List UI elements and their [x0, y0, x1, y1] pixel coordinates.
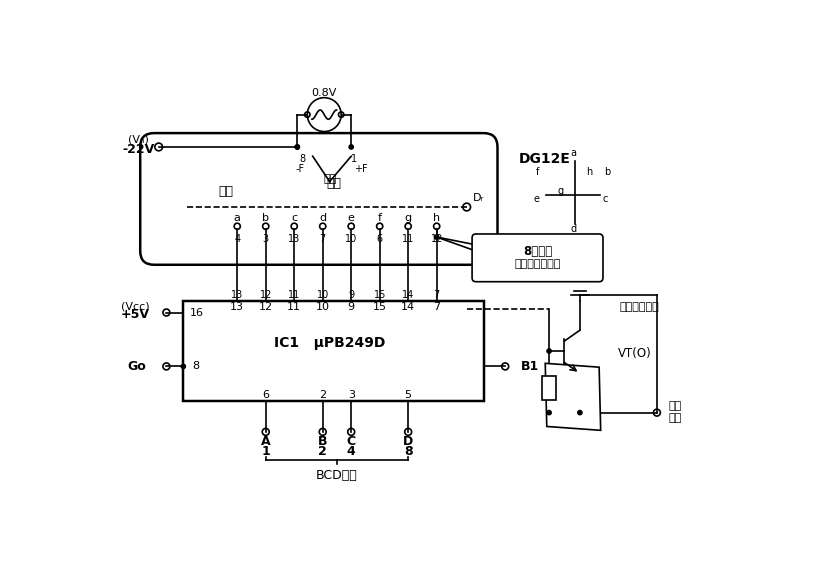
Circle shape — [578, 410, 582, 415]
Text: 14: 14 — [401, 302, 415, 312]
Text: 8个阳极: 8个阳极 — [523, 245, 552, 258]
Text: 15: 15 — [373, 302, 387, 312]
Text: BCD输入: BCD输入 — [316, 469, 358, 482]
Circle shape — [295, 145, 299, 149]
Text: 10: 10 — [316, 302, 329, 312]
Text: 11: 11 — [288, 290, 300, 300]
Text: 输出: 输出 — [668, 402, 681, 412]
Text: 9: 9 — [348, 302, 354, 312]
Text: 3: 3 — [263, 234, 269, 244]
Text: 13: 13 — [231, 290, 244, 300]
Text: 6: 6 — [377, 234, 383, 244]
Text: 11: 11 — [287, 302, 301, 312]
Text: e: e — [348, 213, 354, 223]
Circle shape — [349, 145, 354, 149]
Text: 12: 12 — [430, 234, 443, 244]
Text: 4: 4 — [234, 234, 240, 244]
Text: 7: 7 — [433, 302, 440, 312]
Text: C: C — [347, 436, 356, 448]
Text: 2: 2 — [319, 445, 327, 458]
Text: (Vᴄᴄ): (Vᴄᴄ) — [121, 301, 150, 311]
Text: Dᵣ: Dᵣ — [474, 193, 485, 203]
Text: c: c — [603, 194, 608, 204]
Text: 栅极: 栅极 — [219, 185, 234, 198]
Text: g: g — [558, 186, 564, 196]
Text: 6: 6 — [262, 390, 269, 400]
Text: 8: 8 — [404, 445, 413, 458]
Circle shape — [547, 349, 551, 353]
Text: 阴极: 阴极 — [323, 174, 336, 184]
Text: 0.8V: 0.8V — [312, 88, 337, 98]
FancyBboxPatch shape — [140, 133, 498, 265]
Text: 15: 15 — [374, 290, 386, 300]
Circle shape — [547, 410, 551, 415]
Text: 4: 4 — [347, 445, 355, 458]
Text: Go: Go — [128, 360, 147, 373]
Text: 输出等效电路: 输出等效电路 — [620, 302, 660, 312]
Text: (Vₙ): (Vₙ) — [128, 134, 149, 144]
Text: c: c — [291, 213, 297, 223]
Text: B: B — [318, 436, 328, 448]
Text: b: b — [262, 213, 269, 223]
Text: d: d — [319, 213, 326, 223]
Text: 1: 1 — [351, 153, 357, 163]
Text: g: g — [404, 213, 412, 223]
Text: 7: 7 — [434, 290, 440, 300]
Text: A: A — [261, 436, 270, 448]
Text: b: b — [604, 167, 610, 177]
Text: 端子: 端子 — [668, 413, 681, 423]
Text: f: f — [378, 213, 382, 223]
Text: IC1   μPB249D: IC1 μPB249D — [274, 336, 385, 350]
Circle shape — [435, 235, 439, 239]
Text: h: h — [586, 167, 592, 177]
Text: 1: 1 — [261, 445, 270, 458]
Text: 8: 8 — [192, 361, 199, 371]
Text: （田字形字符）: （田字形字符） — [515, 259, 560, 269]
Text: f: f — [535, 167, 539, 177]
Circle shape — [181, 364, 185, 368]
Text: VT(O): VT(O) — [618, 347, 652, 360]
Circle shape — [295, 145, 299, 149]
Text: 3: 3 — [348, 390, 354, 400]
Text: DG12E: DG12E — [518, 152, 570, 166]
Text: B1: B1 — [520, 360, 539, 373]
Text: -22V: -22V — [123, 143, 155, 156]
Text: D: D — [403, 436, 414, 448]
Text: 阴极: 阴极 — [326, 177, 341, 191]
Text: 13: 13 — [230, 302, 244, 312]
Text: 9: 9 — [348, 290, 354, 300]
Text: e: e — [533, 194, 539, 204]
Text: 5: 5 — [404, 390, 412, 400]
Text: a: a — [234, 213, 241, 223]
Text: +F: +F — [354, 163, 368, 174]
Text: 11: 11 — [402, 234, 414, 244]
Text: a: a — [570, 148, 577, 158]
FancyBboxPatch shape — [472, 234, 603, 282]
Text: 12: 12 — [259, 290, 272, 300]
Text: 8: 8 — [299, 153, 306, 163]
Text: d: d — [570, 224, 577, 234]
Text: 2: 2 — [319, 390, 326, 400]
Text: 7: 7 — [319, 234, 326, 244]
Text: -F: -F — [296, 163, 305, 174]
Text: 10: 10 — [345, 234, 357, 244]
Text: 14: 14 — [402, 290, 414, 300]
Text: 10: 10 — [317, 290, 329, 300]
Text: 16: 16 — [190, 307, 204, 318]
Text: 13: 13 — [288, 234, 300, 244]
Polygon shape — [183, 301, 484, 401]
Polygon shape — [542, 377, 556, 399]
Text: h: h — [433, 213, 440, 223]
Text: 12: 12 — [259, 302, 273, 312]
Circle shape — [307, 98, 341, 132]
Polygon shape — [545, 363, 600, 430]
Text: +5V: +5V — [121, 308, 150, 321]
